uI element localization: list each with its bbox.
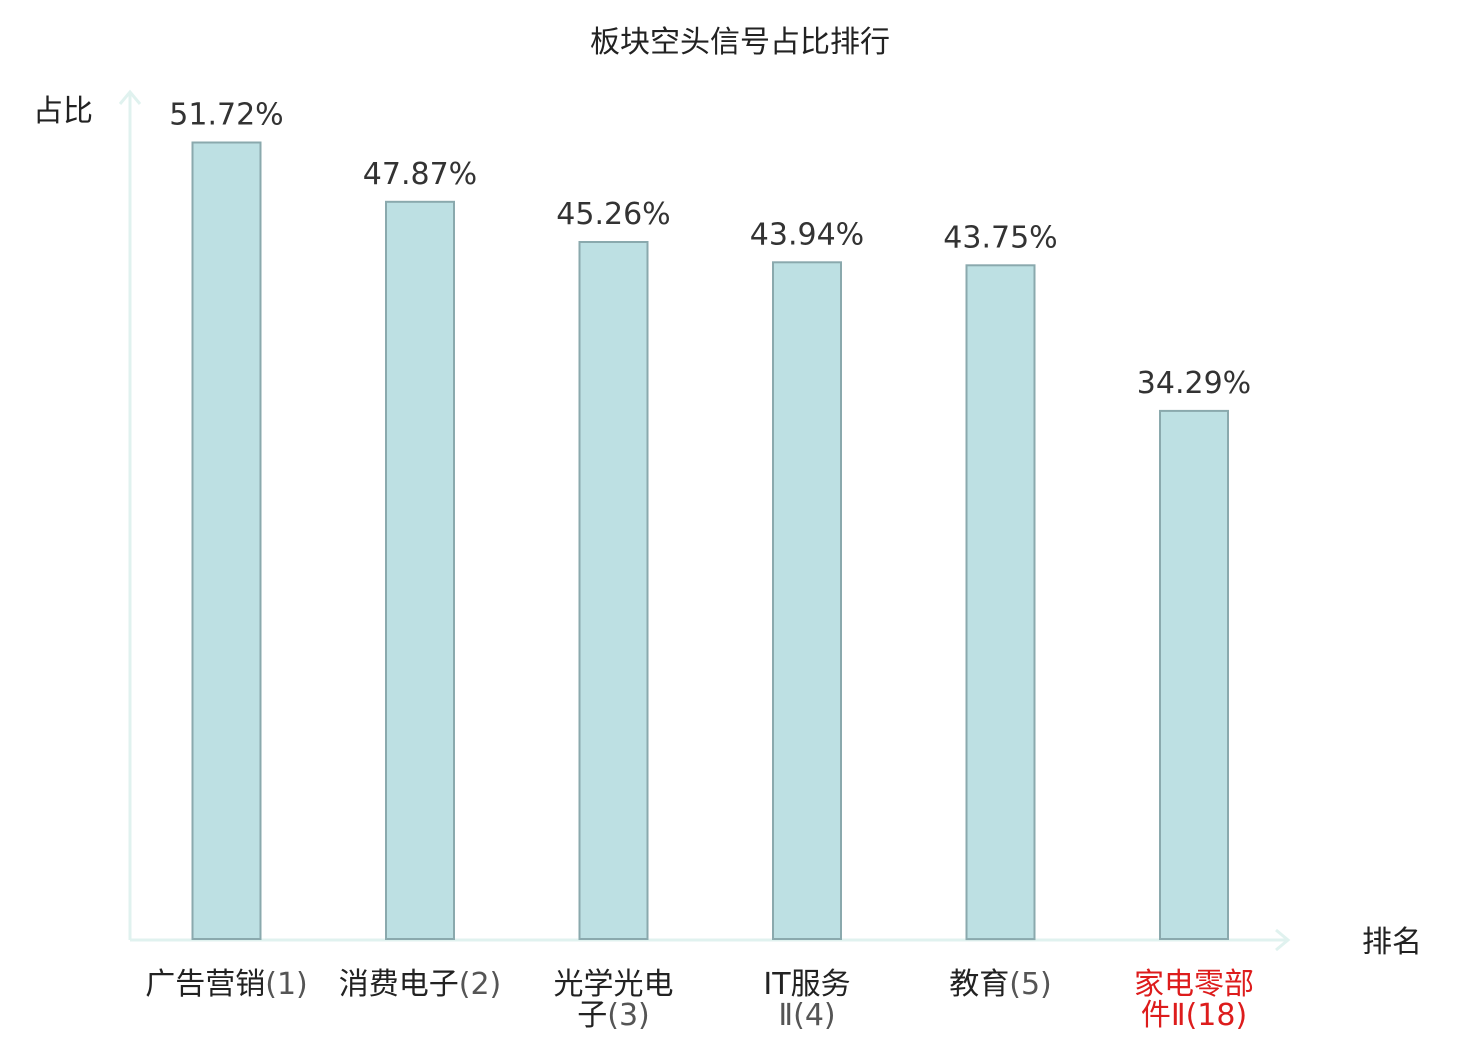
value-labels-group: 51.72% 47.87% 45.26% 43.94% 43.75% 34.29% xyxy=(169,98,1251,401)
bar xyxy=(772,261,842,940)
value-label: 45.26% xyxy=(556,197,670,232)
value-label: 51.72% xyxy=(169,98,283,133)
category-labels-group: 广告营销(1) 消费电子(2) 光学光电子(3) IT服务 Ⅱ(4) 教育(5) 家电零部件… xyxy=(145,967,1254,1033)
bar xyxy=(1159,409,1229,940)
category-label: 教育(5) xyxy=(949,967,1052,1002)
value-label: 43.75% xyxy=(943,220,1057,255)
y-axis-arrow xyxy=(118,89,142,105)
axes xyxy=(118,89,1291,952)
value-label: 47.87% xyxy=(363,157,477,192)
value-label: 43.94% xyxy=(750,217,864,252)
category-label: 消费电子(2) xyxy=(339,967,502,1002)
bar xyxy=(385,200,455,941)
bars-group xyxy=(191,141,1229,941)
x-axis-arrow xyxy=(1275,928,1291,952)
category-label: 家电零部件Ⅱ(18) xyxy=(1134,967,1254,1033)
value-label: 34.29% xyxy=(1137,366,1251,401)
category-label: 光学光电子(3) xyxy=(554,967,674,1033)
category-label: IT服务 Ⅱ(4) xyxy=(763,967,850,1033)
chart-title: 板块空头信号占比排行 xyxy=(590,25,890,60)
bar xyxy=(578,241,649,940)
bar xyxy=(965,264,1036,941)
bar xyxy=(191,141,262,940)
y-axis-label: 占比 xyxy=(33,94,93,129)
category-label: 广告营销(1) xyxy=(145,967,308,1002)
x-axis-label: 排名 xyxy=(1362,925,1422,960)
